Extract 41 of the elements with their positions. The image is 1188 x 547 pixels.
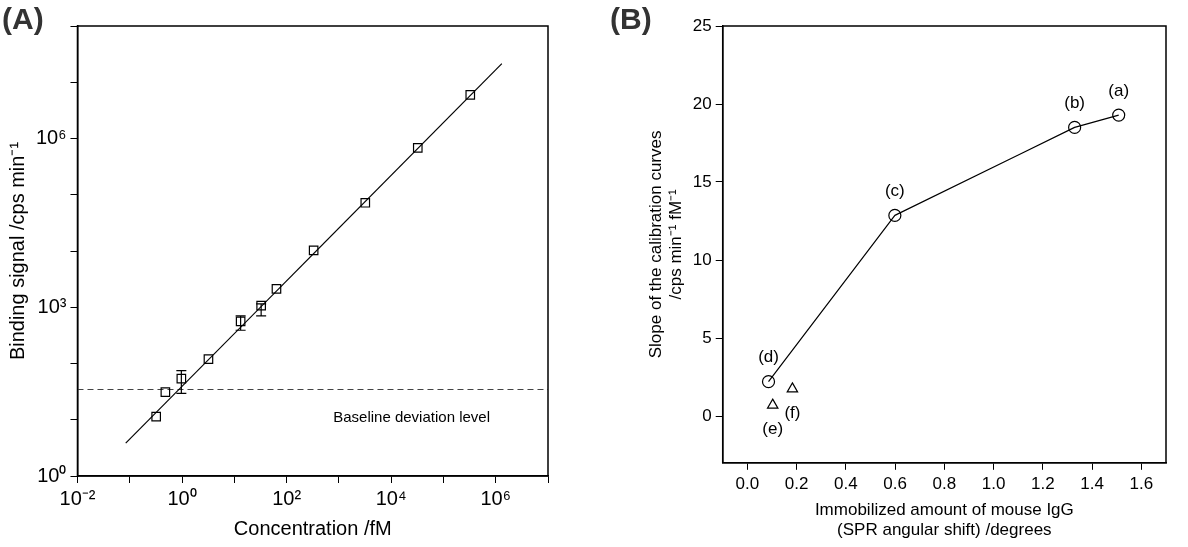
y-tick-label: 5 xyxy=(702,327,712,347)
point xyxy=(761,375,776,389)
y-axis-title: Slope of the calibration curves /cps min⁻¹ fM⁻¹ xyxy=(645,130,686,359)
x-tick-label: 0.8 xyxy=(932,473,957,493)
y-tick-label: 20 xyxy=(692,93,712,113)
x-tick-label: 0.4 xyxy=(834,473,858,493)
x-axis-title: Immobilized amount of mouse IgG (SPR angular shift) /degrees xyxy=(814,500,1074,540)
x-tick-label: 1.6 xyxy=(1129,473,1154,493)
y-tick-label: 10⁶ xyxy=(35,126,67,149)
x-tick-label: 10² xyxy=(272,486,302,509)
y-axis-title: Binding signal /cps min⁻¹ xyxy=(5,141,28,361)
x-tick-label: 10⁻² xyxy=(59,486,96,509)
data-label: (b) xyxy=(1064,93,1086,113)
y-tick-label: 15 xyxy=(692,171,712,191)
point xyxy=(766,398,779,409)
x-tick-label: 10⁶ xyxy=(480,486,511,509)
x-axis-title: Concentration /fM xyxy=(233,516,392,539)
ref-line-label: Baseline deviation level xyxy=(333,407,490,425)
y-tick-label: 10 xyxy=(692,249,712,269)
x-tick-label: 1.4 xyxy=(1080,473,1104,493)
data-label: (c) xyxy=(884,181,905,201)
x-tick-label: 0.0 xyxy=(735,473,760,493)
y-tick-label: 0 xyxy=(702,405,712,425)
point xyxy=(1112,108,1126,122)
x-tick-label: 1.2 xyxy=(1031,473,1055,493)
x-tick-label: 0.6 xyxy=(883,473,907,493)
x-tick-label: 10⁰ xyxy=(167,486,197,509)
series-label: (f) xyxy=(784,402,801,422)
x-tick-label: 10⁴ xyxy=(375,486,407,509)
x-tick-label: 1.0 xyxy=(981,473,1006,493)
chart-title: (A) xyxy=(2,2,44,36)
point xyxy=(888,208,902,222)
series-label: (e) xyxy=(762,418,784,438)
data-label: (d) xyxy=(758,347,779,367)
y-tick-label: 25 xyxy=(692,15,712,35)
y-tick-label: 10³ xyxy=(37,294,67,317)
point xyxy=(786,382,799,393)
data-label: (a) xyxy=(1108,80,1130,100)
point xyxy=(1068,120,1082,134)
x-tick-label: 0.2 xyxy=(784,473,809,493)
chart-title: (B) xyxy=(610,2,652,36)
